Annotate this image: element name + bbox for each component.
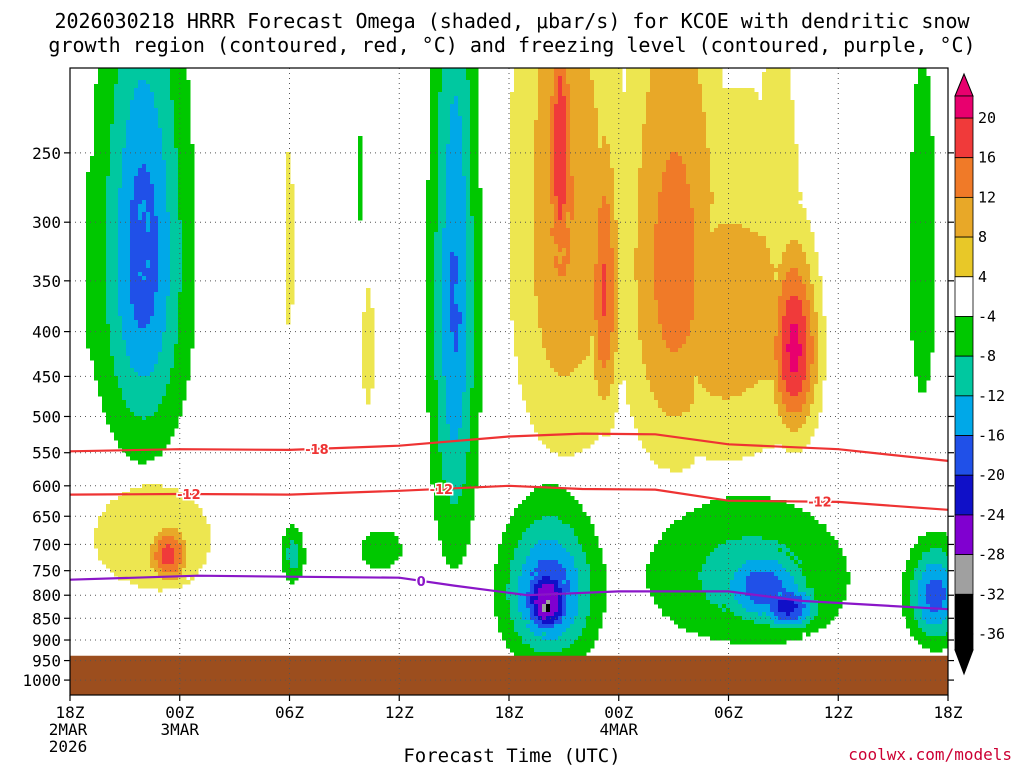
y-tick-label: 650 xyxy=(32,507,61,526)
y-tick-label: 850 xyxy=(32,609,61,628)
x-tick-sublabel: 2026 xyxy=(49,737,88,756)
contour-label: -18 xyxy=(305,443,329,458)
x-tick-sublabel: 3MAR xyxy=(160,720,199,739)
y-tick-label: 750 xyxy=(32,562,61,581)
colorbar-label: -12 xyxy=(978,387,1005,405)
colorbar-label: 12 xyxy=(978,188,996,206)
colorbar-label: -24 xyxy=(978,506,1005,524)
colorbar-bottom-arrow xyxy=(954,649,974,676)
colorbar-label: 16 xyxy=(978,149,996,167)
contour-dgz--18: -18 xyxy=(69,432,949,462)
colorbar-label: -28 xyxy=(978,546,1005,564)
x-tick-label: 12Z xyxy=(824,703,853,722)
colorbar-label: -20 xyxy=(978,466,1005,484)
x-tick-label: 06Z xyxy=(275,703,304,722)
contour-freezing-level: 0 xyxy=(69,573,949,611)
y-tick-label: 550 xyxy=(32,444,61,463)
chart-title-line1: 2026030218 HRRR Forecast Omega (shaded, … xyxy=(54,9,970,33)
colorbar-label: -4 xyxy=(978,307,996,325)
y-tick-label: 500 xyxy=(32,407,61,426)
y-tick-label: 700 xyxy=(32,535,61,554)
y-tick-label: 300 xyxy=(32,213,61,232)
colorbar-segment xyxy=(954,474,974,516)
credit-link[interactable]: coolwx.com/models xyxy=(848,745,1012,764)
colorbar-segment xyxy=(954,236,974,278)
colorbar-segment xyxy=(954,633,974,651)
y-tick-label: 450 xyxy=(32,367,61,386)
contour-label: -12 xyxy=(177,488,201,503)
contour-dgz--12: -12 -12 -12 xyxy=(69,481,949,512)
omega-shading xyxy=(86,68,948,657)
colorbar-segment xyxy=(954,276,974,317)
y-tick-label: 600 xyxy=(32,477,61,496)
x-tick-label: 00Z xyxy=(604,703,633,722)
colorbar-segment xyxy=(954,395,974,436)
colorbar-label: -8 xyxy=(978,347,996,365)
colorbar: 20 16 12 8 4 -4 -8 -12 -16 -20 -24 -28 -32 -36 xyxy=(954,72,1005,676)
colorbar-segment xyxy=(954,157,974,198)
y-tick-label: 950 xyxy=(32,652,61,671)
x-axis-title: Forecast Time (UTC) xyxy=(403,745,621,767)
colorbar-label: 4 xyxy=(978,268,987,286)
colorbar-segment xyxy=(954,316,974,357)
y-tick-label: 1000 xyxy=(22,671,61,690)
x-tick-label: 06Z xyxy=(714,703,743,722)
colorbar-segment xyxy=(954,196,974,238)
x-tick-sublabel: 4MAR xyxy=(599,720,638,739)
x-tick-label: 00Z xyxy=(165,703,194,722)
y-tick-label: 250 xyxy=(32,144,61,163)
x-tick-label: 18Z xyxy=(495,703,524,722)
colorbar-segment xyxy=(954,117,974,159)
colorbar-label: 8 xyxy=(978,228,987,246)
contour-label: 0 xyxy=(417,575,426,590)
contour-label: -12 xyxy=(430,483,454,498)
colorbar-label: -16 xyxy=(978,427,1005,445)
y-tick-label: 900 xyxy=(32,631,61,650)
terrain-fill xyxy=(70,655,948,695)
x-tick-sublabel: 2MAR xyxy=(49,720,88,739)
y-tick-label: 800 xyxy=(32,586,61,605)
colorbar-segment xyxy=(954,514,974,556)
colorbar-label: 20 xyxy=(978,109,996,127)
x-tick-label: 12Z xyxy=(385,703,414,722)
colorbar-top-arrow xyxy=(954,72,974,97)
x-tick-label: 18Z xyxy=(934,703,963,722)
colorbar-segment xyxy=(954,95,974,119)
colorbar-segment xyxy=(954,554,974,595)
y-tick-label: 350 xyxy=(32,272,61,291)
x-tick-label: 18Z xyxy=(56,703,85,722)
colorbar-segment xyxy=(954,355,974,397)
colorbar-segment xyxy=(954,593,974,635)
colorbar-segment xyxy=(954,435,974,476)
chart-title-line2: growth region (contoured, red, °C) and f… xyxy=(48,33,976,57)
colorbar-label: -36 xyxy=(978,625,1005,643)
y-tick-label: 400 xyxy=(32,323,61,342)
colorbar-label: -32 xyxy=(978,585,1005,603)
contour-label: -12 xyxy=(808,496,832,511)
